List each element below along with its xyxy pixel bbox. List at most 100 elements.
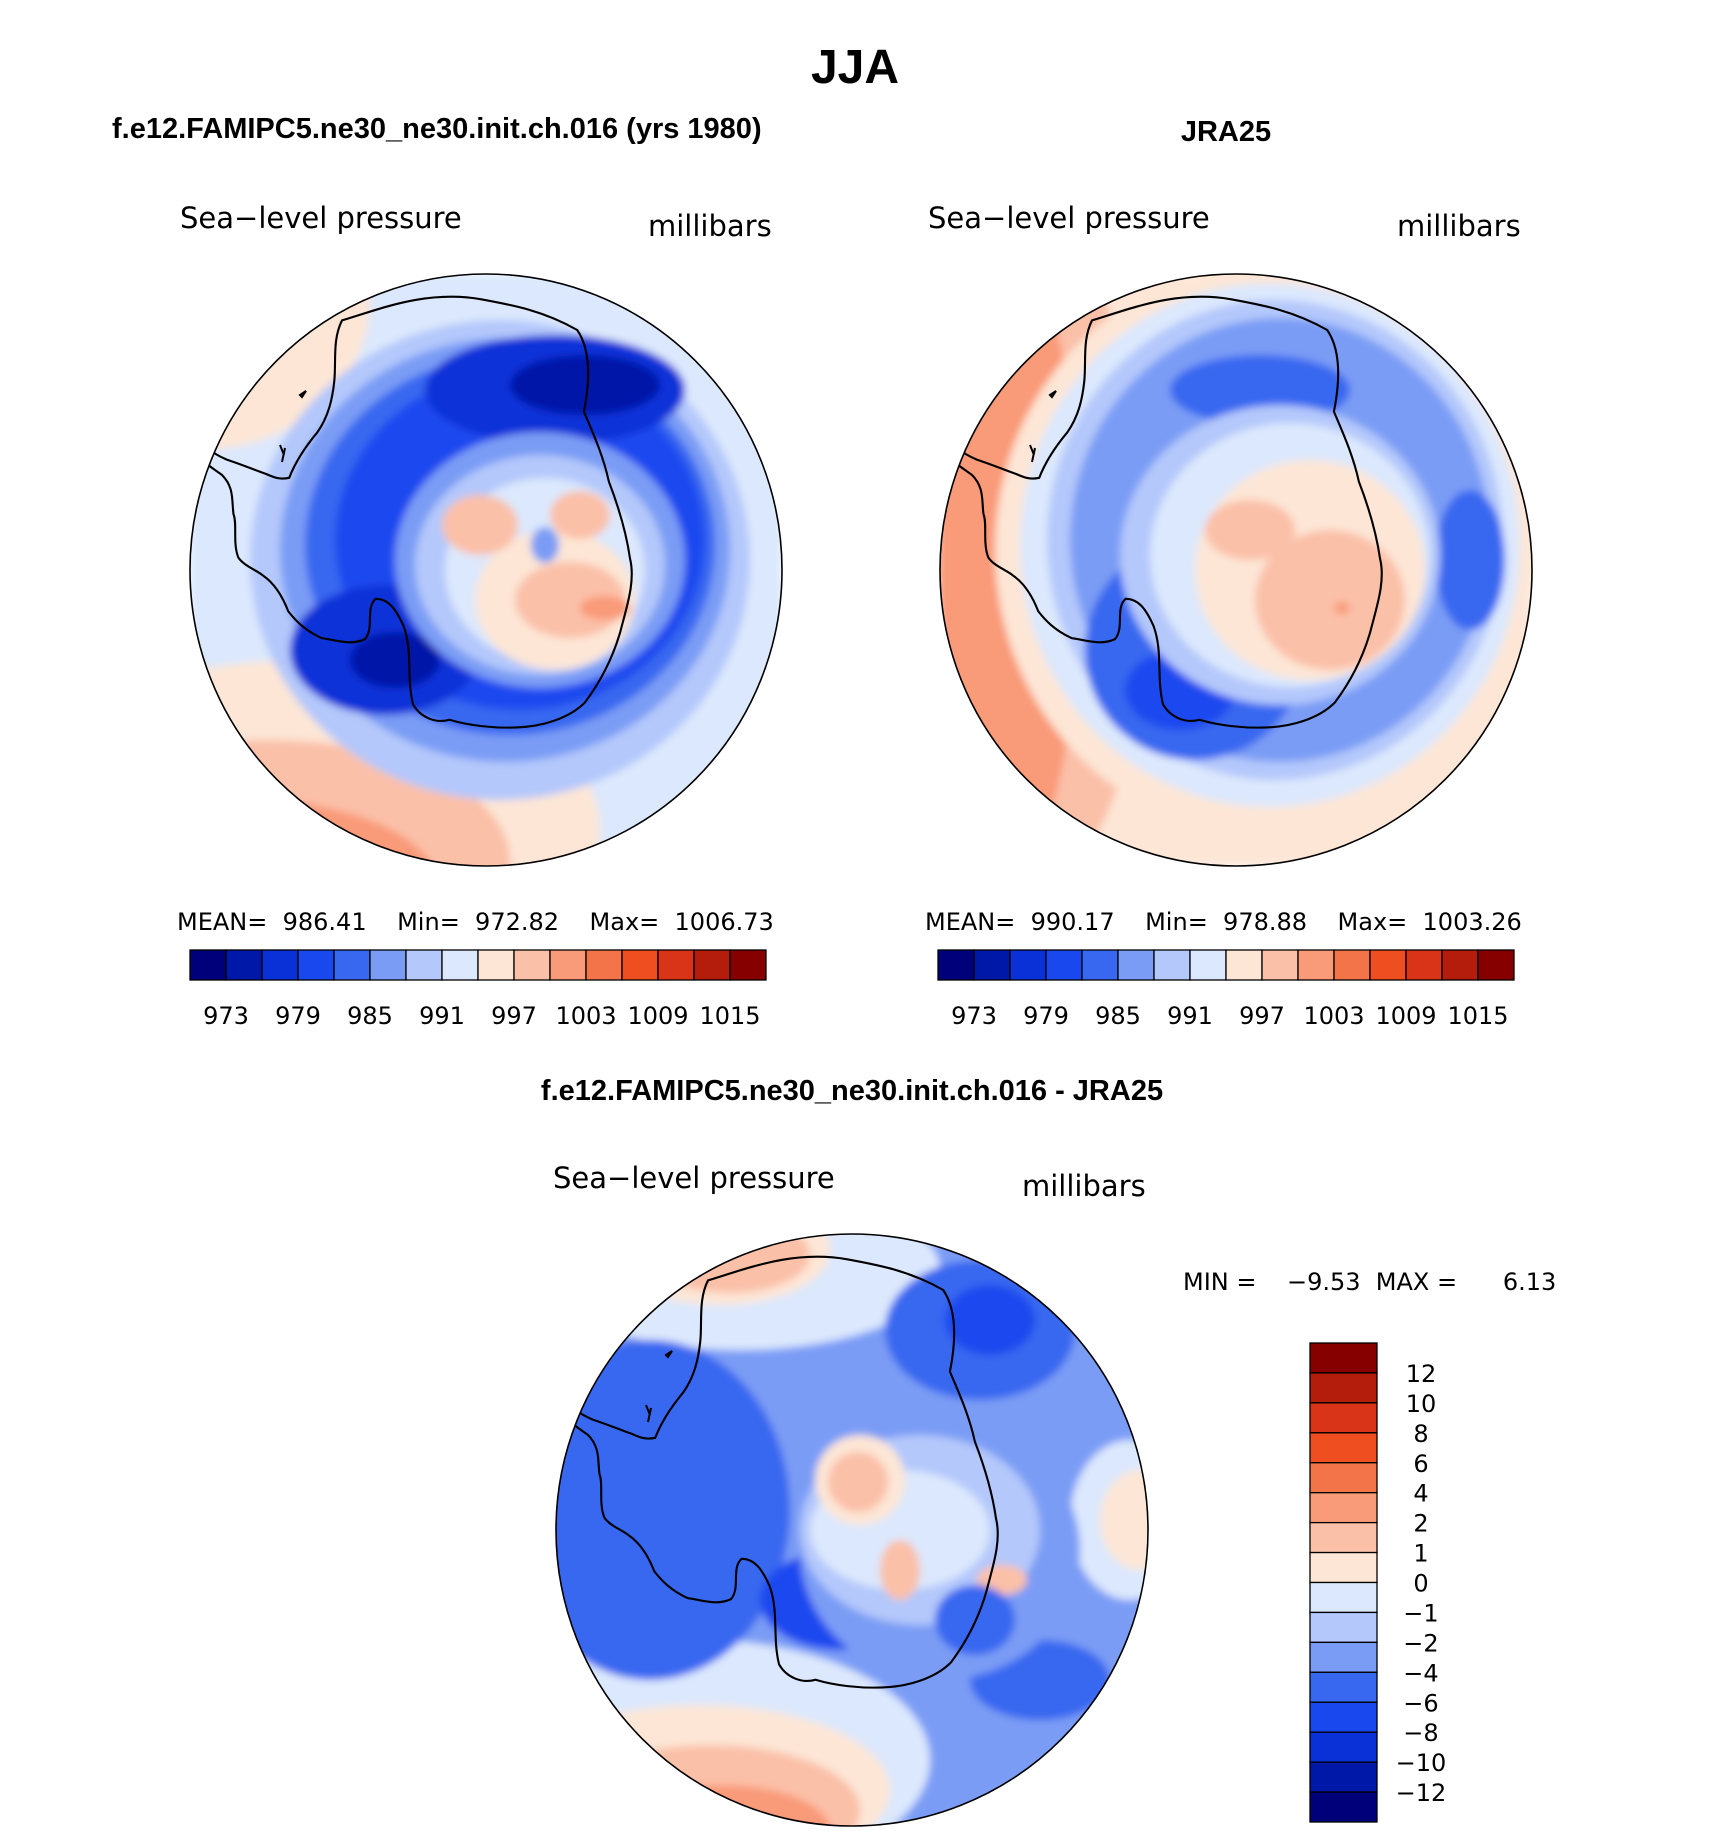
cb-obs-swatch — [937, 949, 975, 981]
cb-obs-swatch — [1081, 949, 1119, 981]
cb-diff-swatch — [1309, 1462, 1378, 1494]
cb-diff-swatch — [1309, 1671, 1378, 1703]
panel-model-heading: f.e12.FAMIPC5.ne30_ne30.init.ch.016 (yrs… — [112, 113, 762, 145]
panel-diff-variable-label: Sea−level pressure — [553, 1161, 835, 1195]
cb-diff-tick-label: 0 — [1413, 1570, 1428, 1598]
cb-diff-swatch — [1309, 1432, 1378, 1464]
cb-model-swatch — [693, 949, 731, 981]
cb-diff-tick-label: 10 — [1406, 1390, 1437, 1418]
cb-obs-swatch — [1261, 949, 1299, 981]
cb-model-tick-label: 997 — [491, 1002, 537, 1030]
cb-obs-swatch — [1297, 949, 1335, 981]
main-title: JJA — [811, 41, 899, 94]
cb-diff-swatch — [1309, 1342, 1378, 1374]
cb-model-tick-label: 979 — [275, 1002, 321, 1030]
cb-obs-swatch — [1333, 949, 1371, 981]
cb-diff-swatch — [1309, 1521, 1378, 1554]
cb-diff-swatch — [1309, 1551, 1378, 1584]
cb-model-tick-label: 1003 — [555, 1002, 616, 1030]
cb-model-swatch — [405, 949, 443, 981]
cb-diff-swatch — [1309, 1641, 1378, 1673]
cb-obs-tick-label: 991 — [1167, 1002, 1213, 1030]
panel-diff-stats: MIN = −9.53 MAX = 6.13 — [1183, 1268, 1556, 1296]
cb-obs-swatch — [1189, 949, 1227, 981]
cb-diff-swatch — [1309, 1492, 1378, 1524]
cb-obs-tick-label: 973 — [951, 1002, 997, 1030]
panel-obs-colorbar: 973 979 985 991 997 1003 1009 1015 — [937, 949, 1515, 1030]
cb-model-swatch — [549, 949, 587, 981]
cb-diff-tick-label: −6 — [1403, 1689, 1438, 1717]
cb-obs-tick-label: 1003 — [1303, 1002, 1364, 1030]
cb-diff-tick-label: −12 — [1396, 1779, 1447, 1807]
cb-diff-tick-label: −4 — [1403, 1659, 1438, 1687]
panel-model-units-label: millibars — [648, 209, 772, 243]
cb-model-swatch — [225, 949, 263, 981]
cb-model-swatch — [657, 949, 695, 981]
cb-diff-tick-label: −8 — [1403, 1719, 1438, 1747]
cb-obs-tick-label: 979 — [1023, 1002, 1069, 1030]
panel-model: f.e12.FAMIPC5.ne30_ne30.init.ch.016 (yrs… — [112, 113, 783, 1030]
cb-diff-tick-label: 2 — [1413, 1510, 1428, 1538]
cb-diff-swatch — [1309, 1761, 1378, 1793]
cb-model-swatch — [333, 949, 371, 981]
panel-model-variable-label: Sea−level pressure — [180, 201, 462, 235]
cb-model-tick-label: 985 — [347, 1002, 393, 1030]
cb-model-swatch — [441, 949, 479, 981]
cb-obs-tick-label: 1015 — [1447, 1002, 1508, 1030]
cb-model-swatch — [585, 949, 623, 981]
cb-model-swatch — [189, 949, 227, 981]
cb-diff-swatch — [1309, 1731, 1378, 1763]
cb-diff-swatch — [1309, 1791, 1378, 1823]
cb-model-swatch — [621, 949, 659, 981]
cb-obs-swatch — [1045, 949, 1083, 981]
panel-obs-map — [939, 273, 1533, 867]
panel-obs-stats: MEAN= 990.17 Min= 978.88 Max= 1003.26 — [925, 908, 1522, 936]
panel-model-stats: MEAN= 986.41 Min= 972.82 Max= 1006.73 — [177, 908, 774, 936]
cb-obs-swatch — [973, 949, 1011, 981]
cb-model-swatch — [261, 949, 299, 981]
panel-diff-units-label: millibars — [1022, 1169, 1146, 1203]
panel-model-colorbar: 973 979 985 991 997 1003 1009 1015 — [189, 949, 767, 1030]
cb-diff-tick-label: −2 — [1403, 1629, 1438, 1657]
cb-diff-tick-label: 12 — [1406, 1360, 1437, 1388]
panel-diff: f.e12.FAMIPC5.ne30_ne30.init.ch.016 - JR… — [541, 1075, 1556, 1827]
cb-obs-swatch — [1405, 949, 1443, 981]
cb-diff-tick-label: −10 — [1396, 1749, 1447, 1777]
cb-model-tick-label: 1009 — [627, 1002, 688, 1030]
cb-model-swatch — [297, 949, 335, 981]
cb-model-swatch — [513, 949, 551, 981]
panel-obs-units-label: millibars — [1397, 209, 1521, 243]
cb-model-tick-label: 991 — [419, 1002, 465, 1030]
cb-obs-swatch — [1441, 949, 1479, 981]
cb-obs-tick-label: 985 — [1095, 1002, 1141, 1030]
panel-obs-variable-label: Sea−level pressure — [928, 201, 1210, 235]
cb-diff-tick-label: 8 — [1413, 1420, 1428, 1448]
cb-model-tick-label: 1015 — [699, 1002, 760, 1030]
cb-diff-swatch — [1309, 1402, 1378, 1434]
cb-obs-swatch — [1153, 949, 1191, 981]
panel-obs: JRA25 Sea−level pressure millibars — [925, 116, 1533, 1030]
cb-model-swatch — [729, 949, 767, 981]
cb-diff-tick-label: 4 — [1413, 1480, 1428, 1508]
panel-obs-heading: JRA25 — [1181, 116, 1271, 148]
cb-diff-swatch — [1309, 1372, 1378, 1404]
cb-diff-swatch — [1309, 1581, 1378, 1614]
cb-model-swatch — [477, 949, 515, 981]
cb-obs-swatch — [1369, 949, 1407, 981]
cb-diff-swatch — [1309, 1611, 1378, 1644]
cb-diff-swatch — [1309, 1701, 1378, 1733]
cb-diff-tick-label: −1 — [1403, 1599, 1438, 1627]
cb-obs-swatch — [1225, 949, 1263, 981]
cb-diff-tick-label: 1 — [1413, 1540, 1428, 1568]
cb-obs-tick-label: 997 — [1239, 1002, 1285, 1030]
panel-diff-heading: f.e12.FAMIPC5.ne30_ne30.init.ch.016 - JR… — [541, 1075, 1163, 1107]
cb-obs-swatch — [1009, 949, 1047, 981]
cb-obs-tick-label: 1009 — [1375, 1002, 1436, 1030]
cb-obs-swatch — [1117, 949, 1155, 981]
cb-model-swatch — [369, 949, 407, 981]
cb-diff-tick-label: 6 — [1413, 1450, 1428, 1478]
panel-model-map — [189, 273, 783, 867]
panel-diff-map — [555, 1233, 1149, 1827]
